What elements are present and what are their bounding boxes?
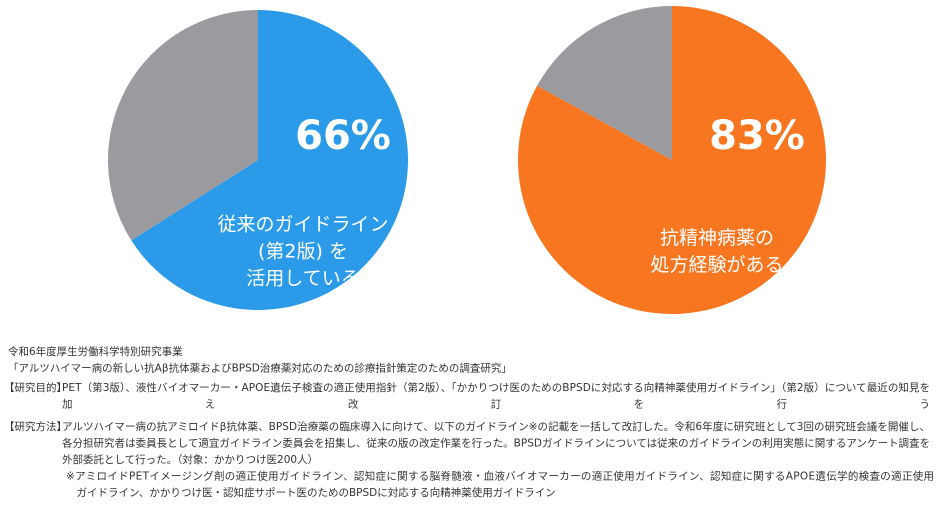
item-line: 各分担研究者は委員長として適宜ガイドライン委員会を招集し、従来の版の改定作業を行… (62, 437, 930, 450)
item-label: 【研究目的】 (4, 381, 67, 394)
footer-heading: 令和6年度厚生労働科学特別研究事業 (8, 345, 183, 358)
item-line: ※アミロイドPETイメージング剤の適正使用ガイドライン、認知症に関する脳脊髄液・… (66, 470, 934, 483)
item-line: ガイドライン、かかりつけ医・認知症サポート医のためのBPSDに対応する向精神薬使… (66, 486, 556, 499)
pie-slice (108, 10, 259, 241)
footer-heading: 「アルツハイマー病の新しい抗Aβ抗体薬およびBPSD治療薬対応のための診療指針策… (8, 362, 512, 375)
item-line: アルツハイマー病の抗アミロイドβ抗体薬、BPSD治療薬の臨床導入に向けて、以下の… (62, 420, 930, 433)
annotation: 活用している (246, 268, 359, 290)
item-line: 加え改訂を行う (62, 398, 930, 411)
item-line: PET（第3版）、液性バイオマーカー・APOE遺伝子検査の適正使用指針（第2版）… (62, 381, 930, 394)
item-label: 【研究方法】 (4, 420, 67, 433)
annotation: 処方経験がある (650, 254, 783, 276)
annotation: 抗精神病薬の (660, 227, 774, 249)
item-line: 外部委託として行った。（対象：かかりつけ医200人） (62, 453, 318, 466)
annotation: 従来のガイドライン (217, 214, 388, 236)
pie-slice (537, 6, 672, 160)
pie-slice (131, 10, 409, 310)
annotation: (第2版) を (258, 241, 348, 263)
value-label: 83% (709, 113, 805, 159)
value-label: 66% (295, 113, 391, 159)
